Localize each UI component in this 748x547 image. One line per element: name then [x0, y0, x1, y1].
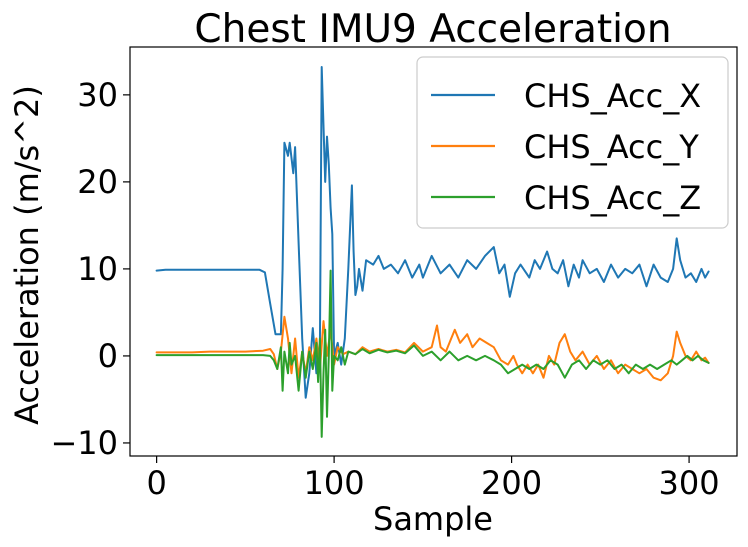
x-tick-label: 100 [304, 464, 365, 502]
plot-area [129, 46, 738, 457]
series-line-3 [155, 269, 710, 438]
x-tick-label: 300 [659, 464, 720, 502]
y-tick-label: 30 [77, 76, 118, 114]
x-axis-ticks: 0 100 200 300 [146, 456, 720, 502]
legend-label: CHS_Acc_Y [524, 128, 699, 166]
chart-title: Chest IMU9 Acceleration [194, 7, 671, 52]
y-tick-label: 10 [77, 250, 118, 288]
series-line-1 [155, 66, 710, 399]
series-line-2 [155, 315, 710, 382]
y-tick-label: 0 [98, 337, 118, 375]
legend: CHS_Acc_X CHS_Acc_Y CHS_Acc_Z [416, 56, 729, 229]
x-tick-label: 0 [146, 464, 166, 502]
legend-label: CHS_Acc_Z [524, 179, 701, 217]
x-tick-label: 200 [481, 464, 542, 502]
axes-frame [129, 46, 738, 457]
y-tick-label: 20 [77, 163, 118, 201]
y-tick-label: −10 [50, 424, 118, 462]
y-axis-label: Acceleration (m/s^2) [8, 85, 46, 425]
x-axis-label: Sample [373, 500, 493, 538]
y-axis-ticks: −10 0 10 20 30 [50, 76, 130, 462]
legend-label: CHS_Acc_X [524, 77, 701, 115]
legend-box [416, 56, 729, 229]
